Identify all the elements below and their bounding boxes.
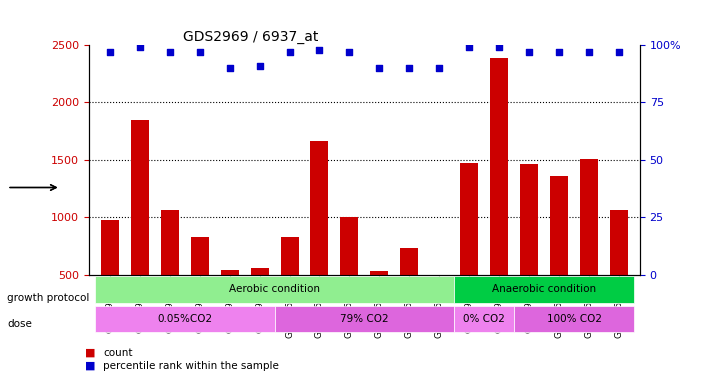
Bar: [580, 159, 598, 332]
Bar: [131, 120, 149, 332]
Point: [614, 49, 625, 55]
Point: [224, 65, 235, 71]
Bar: [341, 217, 358, 332]
Text: ■: ■: [85, 348, 96, 357]
Text: 0.05%CO2: 0.05%CO2: [157, 314, 213, 324]
Point: [164, 49, 176, 55]
Point: [404, 65, 415, 71]
Bar: [460, 163, 479, 332]
Bar: [430, 277, 448, 332]
Text: 100% CO2: 100% CO2: [547, 314, 602, 324]
Text: dose: dose: [7, 320, 32, 329]
Bar: [220, 270, 239, 332]
Text: count: count: [103, 348, 132, 357]
Point: [284, 49, 295, 55]
Bar: [520, 164, 538, 332]
FancyBboxPatch shape: [95, 276, 454, 303]
Bar: [281, 237, 299, 332]
Text: ■: ■: [85, 361, 96, 370]
Point: [464, 44, 475, 50]
Point: [553, 49, 565, 55]
FancyBboxPatch shape: [95, 306, 274, 332]
Point: [374, 65, 385, 71]
Point: [434, 65, 445, 71]
Point: [343, 49, 355, 55]
Bar: [191, 237, 208, 332]
Text: percentile rank within the sample: percentile rank within the sample: [103, 361, 279, 370]
Point: [314, 46, 325, 53]
Text: 0% CO2: 0% CO2: [464, 314, 505, 324]
Text: Aerobic condition: Aerobic condition: [229, 285, 320, 294]
Point: [583, 49, 594, 55]
Text: growth protocol: growth protocol: [7, 293, 90, 303]
Bar: [101, 220, 119, 332]
Point: [493, 44, 505, 50]
Point: [134, 44, 146, 50]
Text: Anaerobic condition: Anaerobic condition: [492, 285, 596, 294]
Text: GDS2969 / 6937_at: GDS2969 / 6937_at: [183, 30, 318, 44]
Bar: [490, 58, 508, 332]
Bar: [370, 271, 388, 332]
Point: [254, 63, 265, 69]
Text: 79% CO2: 79% CO2: [340, 314, 389, 324]
FancyBboxPatch shape: [454, 306, 514, 332]
Point: [523, 49, 535, 55]
Bar: [550, 176, 568, 332]
Bar: [400, 248, 418, 332]
Bar: [250, 268, 269, 332]
Point: [104, 49, 115, 55]
Bar: [311, 141, 328, 332]
FancyBboxPatch shape: [454, 276, 634, 303]
Bar: [610, 210, 628, 332]
FancyBboxPatch shape: [274, 306, 454, 332]
FancyBboxPatch shape: [514, 306, 634, 332]
Point: [194, 49, 205, 55]
Bar: [161, 210, 178, 332]
